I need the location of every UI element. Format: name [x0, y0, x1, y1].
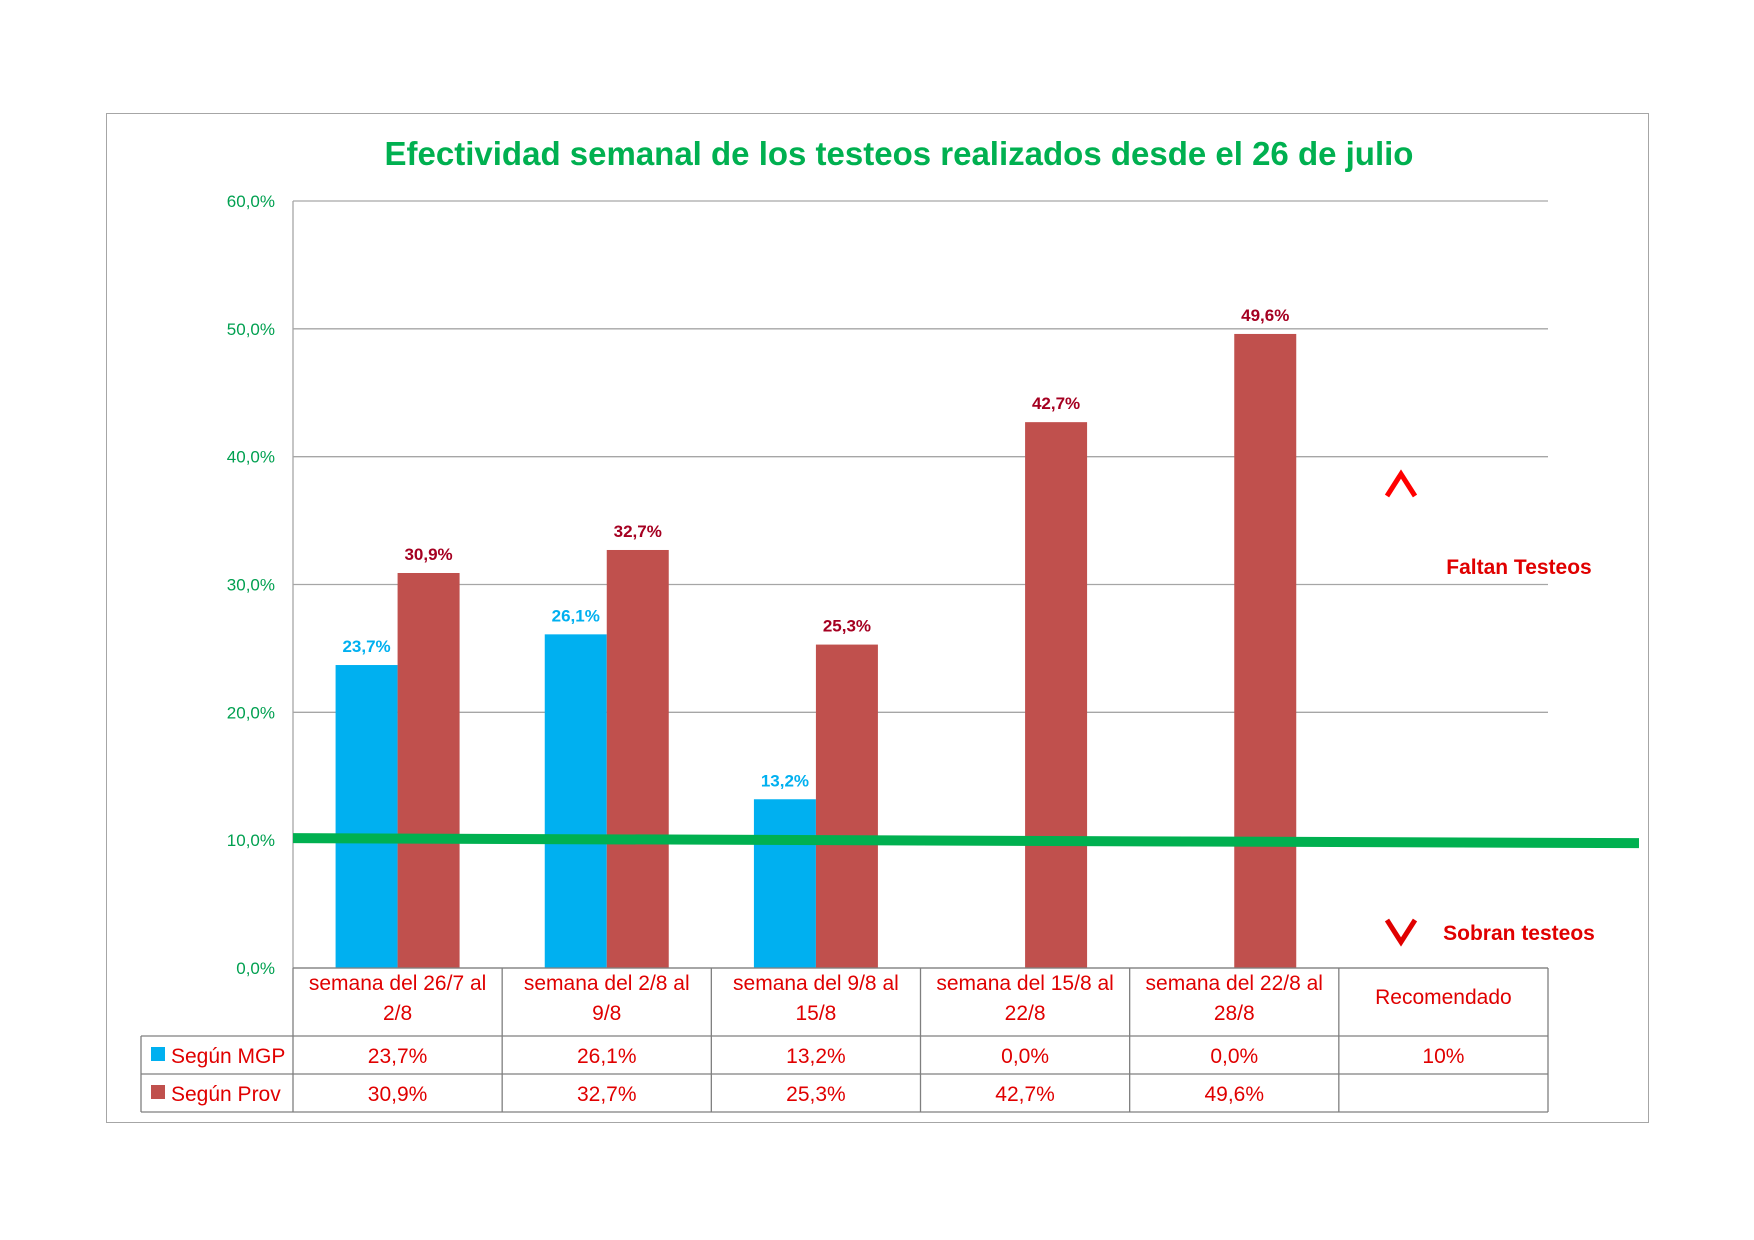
y-tick-label: 10,0% — [227, 831, 275, 850]
chart: Efectividad semanal de los testeos reali… — [140, 135, 1640, 1113]
bar-mgp — [544, 634, 607, 968]
legend-label-mgp: Según MGP — [171, 1045, 285, 1068]
bar-mgp — [335, 665, 398, 968]
category-label: 28/8 — [1214, 1002, 1255, 1025]
table-cell: 32,7% — [577, 1083, 637, 1106]
category-label: 2/8 — [383, 1002, 412, 1025]
data-label-prov: 25,3% — [823, 617, 871, 636]
table-cell: 13,2% — [786, 1045, 846, 1068]
table-cell: 10% — [1422, 1045, 1464, 1068]
category-label: semana del 26/7 al — [309, 972, 486, 995]
y-tick-label: 0,0% — [236, 959, 275, 978]
data-label-mgp: 23,7% — [342, 637, 390, 656]
faltan-testeos-label: Faltan Testeos — [1446, 556, 1591, 579]
table-cell: 49,6% — [1204, 1083, 1264, 1106]
data-label-prov: 49,6% — [1241, 306, 1289, 325]
legend-label-prov: Según Prov — [171, 1083, 281, 1106]
legend-swatch-prov — [151, 1085, 165, 1099]
chart-frame: Efectividad semanal de los testeos reali… — [106, 113, 1649, 1123]
y-tick-label: 40,0% — [227, 448, 275, 467]
table-cell: 42,7% — [995, 1083, 1055, 1106]
arrow-head-up-icon — [1384, 469, 1418, 498]
table-cell: 0,0% — [1210, 1045, 1258, 1068]
table-cell: 0,0% — [1001, 1045, 1049, 1068]
data-label-prov: 42,7% — [1032, 394, 1080, 413]
sobran-testeos-label: Sobran testeos — [1443, 922, 1595, 945]
bar-mgp — [753, 799, 816, 968]
category-label: 15/8 — [795, 1002, 836, 1025]
y-tick-label: 30,0% — [227, 576, 275, 595]
y-tick-label: 60,0% — [227, 192, 275, 211]
data-label-mgp: 13,2% — [761, 771, 809, 790]
table-cell: 26,1% — [577, 1045, 637, 1068]
category-label: 22/8 — [1005, 1002, 1046, 1025]
arrow-head-down-icon — [1384, 918, 1418, 947]
category-label: semana del 2/8 al — [524, 972, 690, 995]
legend-swatch-mgp — [151, 1047, 165, 1061]
table-cell: 23,7% — [368, 1045, 428, 1068]
data-label-mgp: 26,1% — [552, 606, 600, 625]
chart-title: Efectividad semanal de los testeos reali… — [385, 135, 1414, 172]
y-tick-label: 20,0% — [227, 703, 275, 722]
y-tick-label: 50,0% — [227, 320, 275, 339]
category-label: 9/8 — [592, 1002, 621, 1025]
bar-prov — [1025, 422, 1088, 968]
bar-prov — [397, 572, 460, 968]
bar-prov — [1234, 333, 1297, 968]
bar-prov — [815, 644, 878, 968]
category-label: semana del 9/8 al — [733, 972, 899, 995]
table-cell: 30,9% — [368, 1083, 428, 1106]
category-label: semana del 22/8 al — [1146, 972, 1323, 995]
category-label: Recomendado — [1375, 986, 1512, 1009]
data-label-prov: 32,7% — [614, 522, 662, 541]
bar-prov — [606, 549, 669, 968]
category-label: semana del 15/8 al — [936, 972, 1113, 995]
recommended-line — [292, 833, 1640, 849]
data-label-prov: 30,9% — [404, 545, 452, 564]
table-cell: 25,3% — [786, 1083, 846, 1106]
